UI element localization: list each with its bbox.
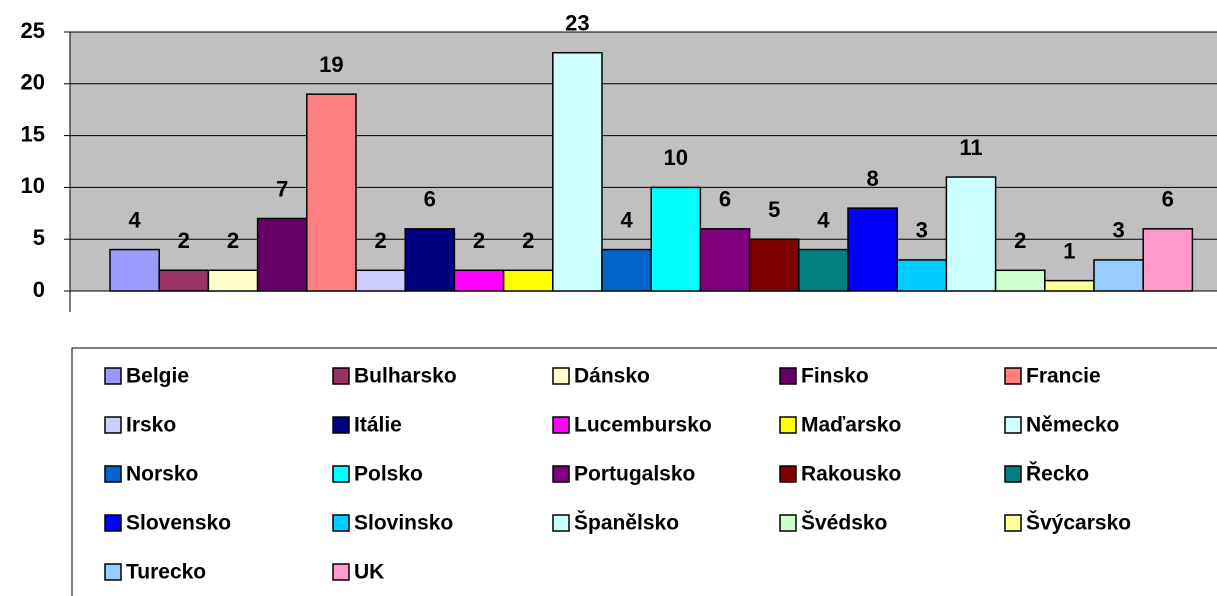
y-tick-label: 0	[33, 277, 45, 302]
bar	[355, 269, 406, 292]
bar	[207, 269, 259, 292]
legend-label: Belgie	[126, 365, 189, 388]
legend-swatch	[332, 416, 350, 434]
legend-label: Norsko	[126, 463, 198, 486]
bar	[699, 228, 751, 292]
data-label: 4	[817, 207, 830, 232]
legend-swatch	[104, 563, 122, 581]
data-label: 6	[719, 187, 731, 212]
data-label: 23	[565, 11, 589, 36]
data-label: 8	[866, 166, 878, 191]
y-tick-label: 20	[21, 70, 45, 95]
y-tick-label: 5	[33, 225, 45, 250]
data-label: 2	[1014, 228, 1026, 253]
data-label: 7	[276, 176, 288, 201]
legend-box	[71, 347, 1217, 596]
data-label: 2	[227, 228, 239, 253]
data-label: 1	[1063, 238, 1075, 263]
legend-swatch	[552, 465, 570, 483]
data-label: 10	[664, 145, 688, 170]
legend-swatch	[1004, 367, 1022, 385]
data-label: 2	[473, 228, 485, 253]
legend-swatch	[779, 514, 797, 532]
legend-label: Lucembursko	[574, 414, 712, 437]
data-label: 4	[620, 207, 633, 232]
bar	[158, 269, 210, 292]
legend-swatch	[332, 514, 350, 532]
legend-swatch	[552, 514, 570, 532]
y-tick-label: 10	[21, 173, 45, 198]
legend-swatch	[1004, 416, 1022, 434]
data-label: 2	[178, 228, 190, 253]
data-label: 2	[522, 228, 534, 253]
data-label: 3	[1112, 218, 1124, 243]
legend-swatch	[332, 465, 350, 483]
legend-label: Polsko	[354, 463, 423, 486]
bar	[1142, 228, 1194, 292]
legend-label: Rakousko	[801, 463, 901, 486]
legend-swatch	[104, 367, 122, 385]
legend-label: Španělsko	[574, 511, 679, 535]
legend-swatch	[779, 367, 797, 385]
legend-label: Turecko	[126, 561, 206, 584]
legend-label: Francie	[1026, 365, 1101, 388]
legend-label: Dánsko	[574, 365, 650, 388]
y-tick-label: 15	[21, 121, 45, 146]
legend-label: Maďarsko	[801, 414, 901, 437]
legend-swatch	[104, 514, 122, 532]
data-label: 6	[1162, 187, 1174, 212]
legend-swatch	[104, 416, 122, 434]
data-label: 2	[374, 228, 386, 253]
legend-label: Irsko	[126, 414, 176, 437]
bar	[453, 269, 505, 292]
legend-swatch	[552, 416, 570, 434]
y-tick-label: 25	[21, 18, 45, 43]
bar	[650, 186, 702, 292]
legend-label: UK	[354, 561, 384, 584]
legend-label: Švýcarsko	[1026, 511, 1131, 535]
bar	[502, 269, 554, 292]
bar	[896, 259, 948, 292]
legend-label: Řecko	[1026, 462, 1089, 486]
bar	[994, 269, 1046, 292]
bar	[256, 217, 308, 292]
data-label: 5	[768, 197, 780, 222]
bar	[404, 228, 456, 292]
legend-swatch	[332, 367, 350, 385]
legend-swatch	[1004, 465, 1022, 483]
legend-label: Finsko	[801, 365, 869, 388]
data-label: 11	[959, 135, 982, 160]
bar	[306, 93, 357, 292]
bar	[847, 207, 898, 292]
legend-label: Německo	[1026, 414, 1119, 437]
bar	[601, 248, 652, 292]
data-label: 19	[319, 52, 343, 77]
bar	[1044, 279, 1095, 292]
bar	[552, 51, 603, 292]
bar	[109, 248, 160, 292]
legend-swatch	[104, 465, 122, 483]
legend-swatch	[332, 563, 350, 581]
bar	[1093, 259, 1144, 292]
legend-label: Slovensko	[126, 512, 231, 535]
legend-label: Slovinsko	[354, 512, 453, 535]
legend-label: Bulharsko	[354, 365, 457, 388]
data-label: 3	[916, 218, 928, 243]
bar	[748, 238, 800, 292]
data-label: 4	[128, 207, 141, 232]
data-label: 6	[424, 187, 436, 212]
legend-label: Švédsko	[801, 511, 887, 535]
legend-label: Itálie	[354, 414, 402, 437]
legend-label: Portugalsko	[574, 463, 695, 486]
legend-swatch	[552, 367, 570, 385]
legend-swatch	[779, 416, 797, 434]
bar	[798, 248, 849, 292]
legend-swatch	[1004, 514, 1022, 532]
bar	[945, 176, 997, 292]
legend-swatch	[779, 465, 797, 483]
